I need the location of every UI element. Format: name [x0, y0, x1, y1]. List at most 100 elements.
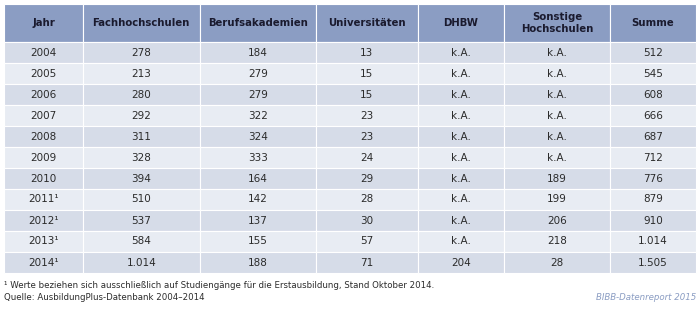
Bar — [316, 4, 418, 42]
Bar — [316, 231, 418, 252]
Text: Summe: Summe — [631, 18, 674, 28]
Text: 666: 666 — [643, 110, 663, 120]
Bar — [610, 4, 696, 42]
Text: Fachhochschulen: Fachhochschulen — [92, 18, 190, 28]
Text: 2014¹: 2014¹ — [28, 258, 59, 268]
Text: Sonstige
Hochschulen: Sonstige Hochschulen — [521, 12, 593, 34]
Bar — [199, 105, 316, 126]
Bar — [83, 210, 200, 231]
Bar — [4, 210, 83, 231]
Text: k.A.: k.A. — [547, 110, 567, 120]
Bar — [504, 189, 610, 210]
Text: 776: 776 — [643, 174, 663, 184]
Bar — [418, 168, 504, 189]
Text: 142: 142 — [248, 194, 268, 204]
Bar — [199, 252, 316, 273]
Text: DHBW: DHBW — [444, 18, 478, 28]
Bar — [418, 42, 504, 63]
Bar — [4, 168, 83, 189]
Text: 189: 189 — [547, 174, 567, 184]
Bar — [4, 147, 83, 168]
Text: k.A.: k.A. — [547, 90, 567, 99]
Bar — [316, 210, 418, 231]
Bar — [316, 42, 418, 63]
Text: 279: 279 — [248, 90, 268, 99]
Text: 394: 394 — [132, 174, 151, 184]
Text: 512: 512 — [643, 48, 663, 58]
Text: k.A.: k.A. — [451, 236, 471, 247]
Bar — [199, 42, 316, 63]
Bar — [504, 84, 610, 105]
Text: 537: 537 — [132, 215, 151, 225]
Text: 687: 687 — [643, 131, 663, 141]
Bar — [610, 210, 696, 231]
Text: 2006: 2006 — [30, 90, 57, 99]
Bar — [316, 63, 418, 84]
Text: 30: 30 — [360, 215, 374, 225]
Text: 322: 322 — [248, 110, 268, 120]
Bar — [83, 63, 200, 84]
Bar — [199, 168, 316, 189]
Bar — [83, 168, 200, 189]
Text: 910: 910 — [643, 215, 663, 225]
Bar — [610, 147, 696, 168]
Bar — [199, 63, 316, 84]
Bar — [504, 147, 610, 168]
Bar — [504, 210, 610, 231]
Text: k.A.: k.A. — [451, 110, 471, 120]
Text: 13: 13 — [360, 48, 374, 58]
Bar — [4, 126, 83, 147]
Bar — [610, 168, 696, 189]
Bar — [610, 42, 696, 63]
Text: 188: 188 — [248, 258, 268, 268]
Text: Universitäten: Universitäten — [328, 18, 406, 28]
Text: k.A.: k.A. — [547, 153, 567, 163]
Bar — [504, 105, 610, 126]
Bar — [199, 84, 316, 105]
Bar — [316, 84, 418, 105]
Bar — [418, 252, 504, 273]
Text: 29: 29 — [360, 174, 374, 184]
Text: 2007: 2007 — [30, 110, 57, 120]
Text: 218: 218 — [547, 236, 567, 247]
Bar — [610, 252, 696, 273]
Text: 155: 155 — [248, 236, 268, 247]
Bar — [610, 126, 696, 147]
Text: 292: 292 — [132, 110, 151, 120]
Text: 204: 204 — [451, 258, 471, 268]
Text: 712: 712 — [643, 153, 663, 163]
Text: k.A.: k.A. — [451, 153, 471, 163]
Bar — [504, 231, 610, 252]
Bar — [83, 126, 200, 147]
Bar — [4, 84, 83, 105]
Bar — [418, 126, 504, 147]
Text: 584: 584 — [132, 236, 151, 247]
Bar — [83, 252, 200, 273]
Text: 2009: 2009 — [30, 153, 57, 163]
Bar — [418, 189, 504, 210]
Bar — [83, 105, 200, 126]
Text: k.A.: k.A. — [451, 90, 471, 99]
Text: 1.014: 1.014 — [127, 258, 156, 268]
Bar — [418, 147, 504, 168]
Text: 2012¹: 2012¹ — [28, 215, 59, 225]
Text: Jahr: Jahr — [32, 18, 55, 28]
Text: 23: 23 — [360, 131, 374, 141]
Bar — [504, 126, 610, 147]
Bar — [199, 4, 316, 42]
Text: 510: 510 — [132, 194, 151, 204]
Text: k.A.: k.A. — [451, 48, 471, 58]
Bar — [4, 189, 83, 210]
Bar — [199, 231, 316, 252]
Text: 333: 333 — [248, 153, 268, 163]
Text: 15: 15 — [360, 90, 374, 99]
Text: Berufsakademien: Berufsakademien — [208, 18, 308, 28]
Bar — [316, 252, 418, 273]
Bar — [83, 84, 200, 105]
Bar — [83, 189, 200, 210]
Bar — [4, 231, 83, 252]
Text: k.A.: k.A. — [451, 194, 471, 204]
Text: 23: 23 — [360, 110, 374, 120]
Bar — [4, 252, 83, 273]
Text: 608: 608 — [643, 90, 663, 99]
